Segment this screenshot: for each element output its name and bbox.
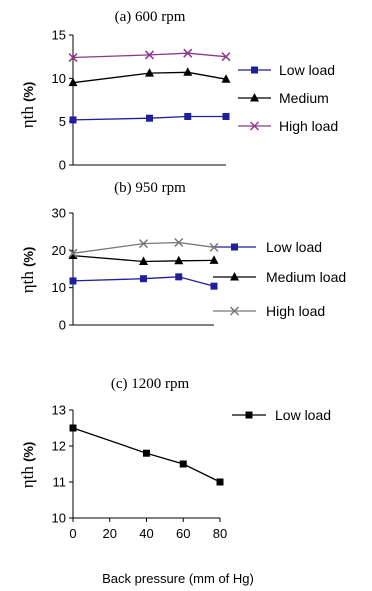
series-line (72, 52, 227, 59)
legend-marker (229, 306, 240, 316)
data-point (209, 255, 219, 264)
chart-title: (b) 950 rpm (114, 180, 186, 196)
data-point (143, 449, 150, 457)
y-tick-label: 15 (52, 28, 66, 43)
data-point (69, 116, 77, 124)
legend-marker (231, 243, 238, 251)
y-tick-label: 10 (52, 280, 66, 295)
data-point (183, 48, 193, 58)
x-axis-label: Back pressure (mm of Hg) (102, 571, 254, 586)
data-point (174, 237, 184, 248)
legend-marker (249, 121, 260, 131)
y-tick-label: 12 (52, 439, 66, 454)
legend-marker (251, 66, 258, 74)
data-point (221, 52, 231, 62)
y-tick-label: 11 (53, 475, 67, 490)
data-point (210, 282, 218, 290)
legend-marker (250, 93, 259, 102)
data-point (68, 53, 78, 63)
legend-label: Medium (279, 90, 329, 106)
data-point (175, 273, 183, 281)
legend-label: High load (279, 118, 338, 134)
x-tick-label: 80 (213, 526, 227, 541)
x-tick-label: 60 (176, 526, 190, 541)
data-point (179, 460, 187, 468)
data-point (69, 277, 77, 285)
data-point (221, 74, 231, 83)
data-point (68, 250, 78, 260)
data-point (144, 50, 155, 60)
y-tick-label: 0 (59, 318, 66, 333)
data-point (68, 77, 78, 87)
x-tick-label: 40 (139, 526, 153, 541)
data-point (140, 275, 147, 283)
chart-title: (c) 1200 rpm (111, 376, 190, 392)
series-line (72, 276, 215, 287)
legend-marker (245, 411, 253, 419)
y-axis-label: ηth (%) (18, 82, 37, 129)
legend-label: Low load (279, 62, 335, 78)
panel-600-rpm: (a) 600 rpm 0 5 10 15 ηth (%) Low load Medium Hi… (18, 9, 338, 173)
data-point (216, 478, 224, 486)
series-line (72, 427, 221, 483)
y-tick-label: 5 (59, 114, 66, 129)
data-point (184, 112, 192, 120)
legend-label: Low load (275, 407, 331, 423)
legend-label: Low load (266, 239, 322, 255)
y-tick-label: 20 (52, 243, 66, 258)
series-line (72, 254, 215, 263)
data-point (183, 67, 193, 76)
y-tick-label: 0 (59, 158, 66, 173)
legend-marker (230, 272, 239, 281)
y-axis-label: ηth (%) (18, 247, 37, 294)
data-point (69, 424, 77, 432)
data-point (68, 248, 78, 258)
panel-1200-rpm: (c) 1200 rpm 10 11 12 13 0 20 40 60 80 ηth (%) Low … (18, 376, 331, 541)
data-point (138, 239, 149, 249)
series-line (72, 71, 227, 84)
series-line (72, 241, 215, 254)
y-tick-label: 10 (52, 511, 66, 526)
y-tick-label: 10 (52, 71, 66, 86)
data-point (139, 256, 148, 266)
chart-title: (a) 600 rpm (115, 9, 186, 25)
data-point (146, 114, 153, 122)
y-tick-label: 13 (52, 403, 66, 418)
series-line (72, 115, 226, 121)
data-point (222, 112, 230, 120)
data-point (174, 255, 184, 265)
panel-950-rpm: (b) 950 rpm 0 10 20 30 ηth (%) Low load Medium … (18, 180, 346, 333)
data-point (145, 68, 154, 77)
y-tick-label: 30 (52, 206, 66, 221)
data-point (209, 242, 219, 252)
legend-label: High load (266, 303, 325, 319)
x-tick-label: 0 (69, 526, 76, 541)
y-axis-label: ηth (%) (18, 442, 37, 489)
x-tick-label: 20 (103, 526, 117, 541)
legend-label: Medium load (266, 269, 346, 285)
